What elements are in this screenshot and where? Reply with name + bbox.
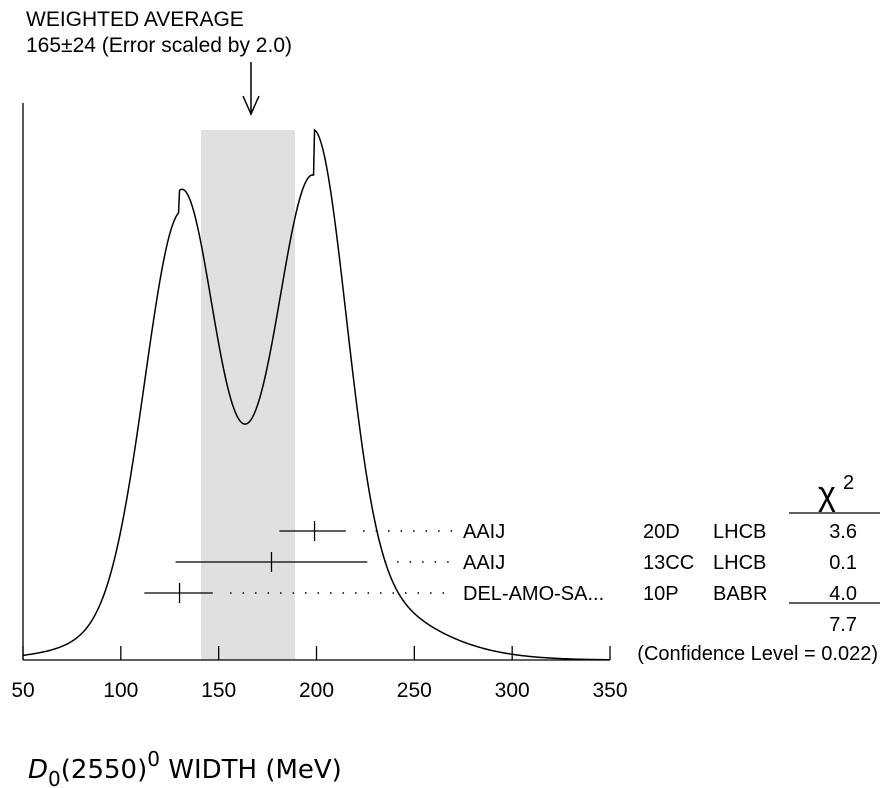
measurements: AAIJ 20D LHCB 3.6 AAIJ 13CC LHCB 0.1 DEL-AMO-SA.… — [144, 521, 857, 605]
leader-dot — [412, 530, 415, 532]
measurement-chi2: 4.0 — [829, 583, 857, 605]
leader-dot — [342, 592, 345, 594]
measurement-author: AAIJ — [463, 552, 505, 574]
x-tick-label: 100 — [103, 679, 138, 702]
leader-dot — [396, 561, 399, 563]
measurement-chi2: 0.1 — [829, 552, 857, 574]
chi2-superscript: 2 — [843, 472, 854, 494]
leader-dot — [442, 592, 445, 594]
leader-dot — [379, 592, 382, 594]
leader-dot — [384, 561, 387, 563]
measurement-experiment: LHCB — [713, 521, 766, 543]
measurement-year: 10P — [643, 583, 679, 605]
leader-dot — [417, 592, 420, 594]
leader-dot — [375, 530, 378, 532]
x-axis-label: D0(2550)0 WIDTH (MeV) — [28, 747, 342, 788]
x-tick-label: 300 — [495, 679, 530, 702]
confidence-level: (Confidence Level = 0.022) — [637, 643, 878, 665]
x-label-superscript: 0 — [147, 747, 160, 771]
measurement-year: 20D — [643, 521, 680, 543]
leader-dot — [304, 592, 307, 594]
leader-dot — [421, 561, 424, 563]
x-label-subscript: 0 — [48, 767, 61, 788]
leader-dot — [267, 592, 270, 594]
measurement-row: AAIJ 20D LHCB 3.6 — [279, 521, 857, 543]
x-tick-label: 250 — [397, 679, 432, 702]
leader-dot — [329, 592, 332, 594]
leader-dot — [229, 592, 232, 594]
leader-dot — [292, 592, 295, 594]
x-label-symbol: D — [28, 755, 48, 785]
leader-dot — [425, 530, 428, 532]
x-tick-label: 200 — [299, 679, 334, 702]
leader-dot — [392, 592, 395, 594]
x-ticks: 50 100 150 200 250 300 350 — [11, 646, 628, 702]
x-tick-label: 150 — [201, 679, 236, 702]
leader-dot — [254, 592, 257, 594]
leader-dot — [434, 561, 437, 563]
leader-dot — [354, 592, 357, 594]
leader-dot — [362, 530, 365, 532]
measurement-chi2: 3.6 — [829, 521, 857, 543]
x-label-mass: (2550) — [61, 755, 147, 785]
measurement-author: DEL-AMO-SA... — [463, 583, 604, 605]
leader-dot — [387, 530, 390, 532]
leader-dot — [437, 530, 440, 532]
leader-dot — [409, 561, 412, 563]
leader-dot — [367, 592, 370, 594]
average-error-band — [201, 130, 295, 660]
measurement-year: 13CC — [643, 552, 694, 574]
leader-dot — [446, 561, 449, 563]
ideogram-curve — [22, 128, 611, 661]
weighted-average-title: WEIGHTED AVERAGE — [26, 8, 244, 31]
leader-dot — [450, 530, 453, 532]
x-tick-label: 350 — [592, 679, 627, 702]
measurement-row: DEL-AMO-SA... 10P BABR 4.0 — [144, 583, 857, 605]
measurement-row: AAIJ 13CC LHCB 0.1 — [175, 552, 857, 574]
chi2-symbol: χ — [818, 475, 836, 513]
leader-dot — [400, 530, 403, 532]
leader-dot — [242, 592, 245, 594]
chi2-total: 7.7 — [829, 614, 857, 636]
average-arrow-head — [242, 95, 260, 116]
x-label-text: WIDTH (MeV) — [160, 755, 342, 785]
x-tick-label: 50 — [11, 679, 34, 702]
leader-dot — [404, 592, 407, 594]
measurement-experiment: BABR — [713, 583, 767, 605]
leader-dot — [429, 592, 432, 594]
measurement-author: AAIJ — [463, 521, 505, 543]
measurement-experiment: LHCB — [713, 552, 766, 574]
leader-dot — [317, 592, 320, 594]
weighted-average-value: 165±24 (Error scaled by 2.0) — [26, 34, 292, 57]
leader-dot — [279, 592, 282, 594]
